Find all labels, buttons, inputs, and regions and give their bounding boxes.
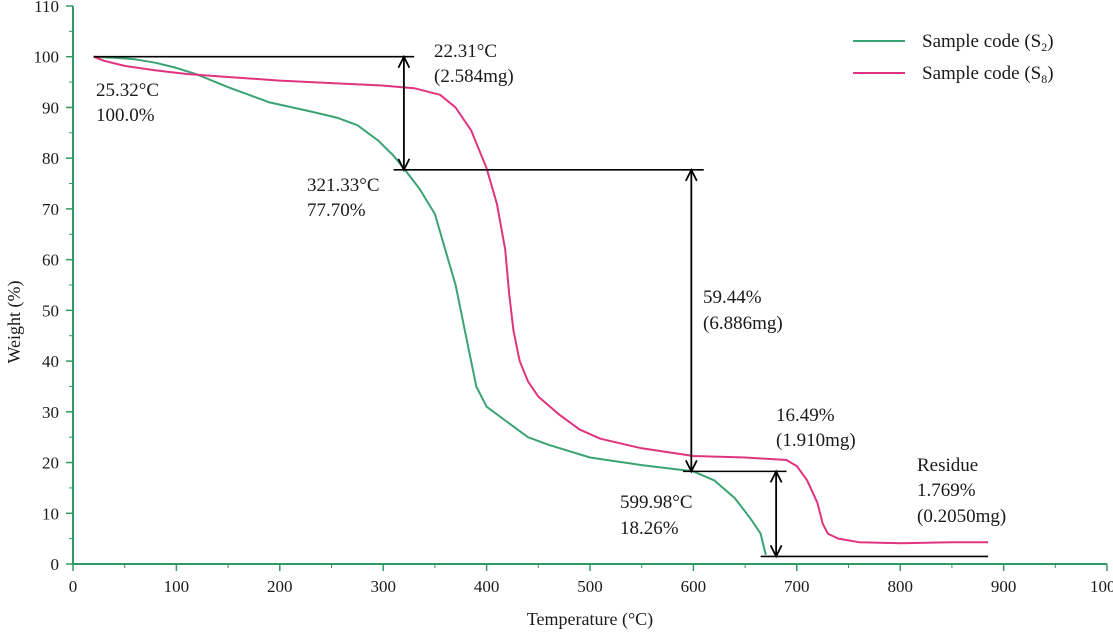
annotation-start-weight: 100.0%: [96, 105, 155, 126]
annotation-step1-delta-temp: 22.31°C: [434, 41, 497, 62]
series-line-s8: [93, 55, 989, 545]
arrow-59pct-head-bottom: [685, 459, 698, 474]
arrow-59pct-head-top: [685, 167, 698, 182]
legend: Sample code (S2) Sample code (S8): [853, 31, 1054, 86]
annotation-step2-temp: 599.98°C: [620, 492, 693, 513]
arrow-16pct-head-bottom: [769, 544, 783, 559]
annotation-step3-pct: 16.49%: [776, 405, 835, 426]
x-tick-label: 500: [577, 577, 603, 596]
annotation-step2-pct: 59.44%: [703, 287, 762, 308]
x-tick-label: 300: [370, 577, 396, 596]
x-tick-label: 900: [991, 577, 1017, 596]
y-tick-label: 20: [42, 454, 59, 473]
annotation-residue-mass: (0.2050mg): [917, 506, 1006, 527]
x-tick-label: 600: [681, 577, 707, 596]
series-lines: [93, 55, 989, 556]
x-tick-label: 400: [474, 577, 500, 596]
x-tick-label: 700: [784, 577, 810, 596]
x-tick-label: 800: [887, 577, 913, 596]
y-tick-label: 50: [42, 301, 59, 320]
y-tick-label: 30: [42, 403, 59, 422]
annotation-step1-temp: 321.33°C: [307, 175, 380, 196]
y-axis-title: Weight (%): [4, 280, 25, 363]
y-tick-label: 10: [42, 504, 59, 523]
y-tick-label: 0: [51, 555, 60, 574]
arrow-22c-head-bottom: [397, 158, 411, 172]
legend-label-s2: Sample code (S2): [922, 31, 1054, 54]
annotation-residue-pct: 1.769%: [917, 480, 976, 501]
annotation-residue-label: Residue: [917, 455, 978, 476]
y-tick-label: 80: [42, 149, 59, 168]
annotation-step3-mass: (1.910mg): [776, 430, 856, 451]
annotation-step1-weight: 77.70%: [307, 200, 366, 221]
y-tick-label: 40: [42, 352, 59, 371]
series-line-s2: [93, 55, 767, 556]
legend-label-s8: Sample code (S8): [922, 63, 1054, 86]
y-tick-label: 100: [34, 48, 60, 67]
y-tick-label: 90: [42, 98, 59, 117]
y-tick-label: 60: [42, 251, 59, 270]
arrow-16pct-head-top: [769, 469, 783, 483]
y-tick-label: 110: [34, 0, 59, 16]
x-axis-title: Temperature (°C): [527, 609, 653, 630]
y-tick-label: 70: [42, 200, 59, 219]
annotation-start-temp: 25.32°C: [96, 80, 159, 101]
annotation-step2-weight: 18.26%: [620, 518, 679, 539]
arrow-22c-head-top: [397, 54, 411, 69]
x-tick-label: 100: [164, 577, 190, 596]
x-tick-label: 200: [267, 577, 293, 596]
annotation-step1-delta-mass: (2.584mg): [434, 66, 514, 87]
measurement-markers: [93, 54, 989, 559]
annotation-step2-mass: (6.886mg): [703, 313, 783, 334]
x-tick-label: 0: [69, 577, 78, 596]
